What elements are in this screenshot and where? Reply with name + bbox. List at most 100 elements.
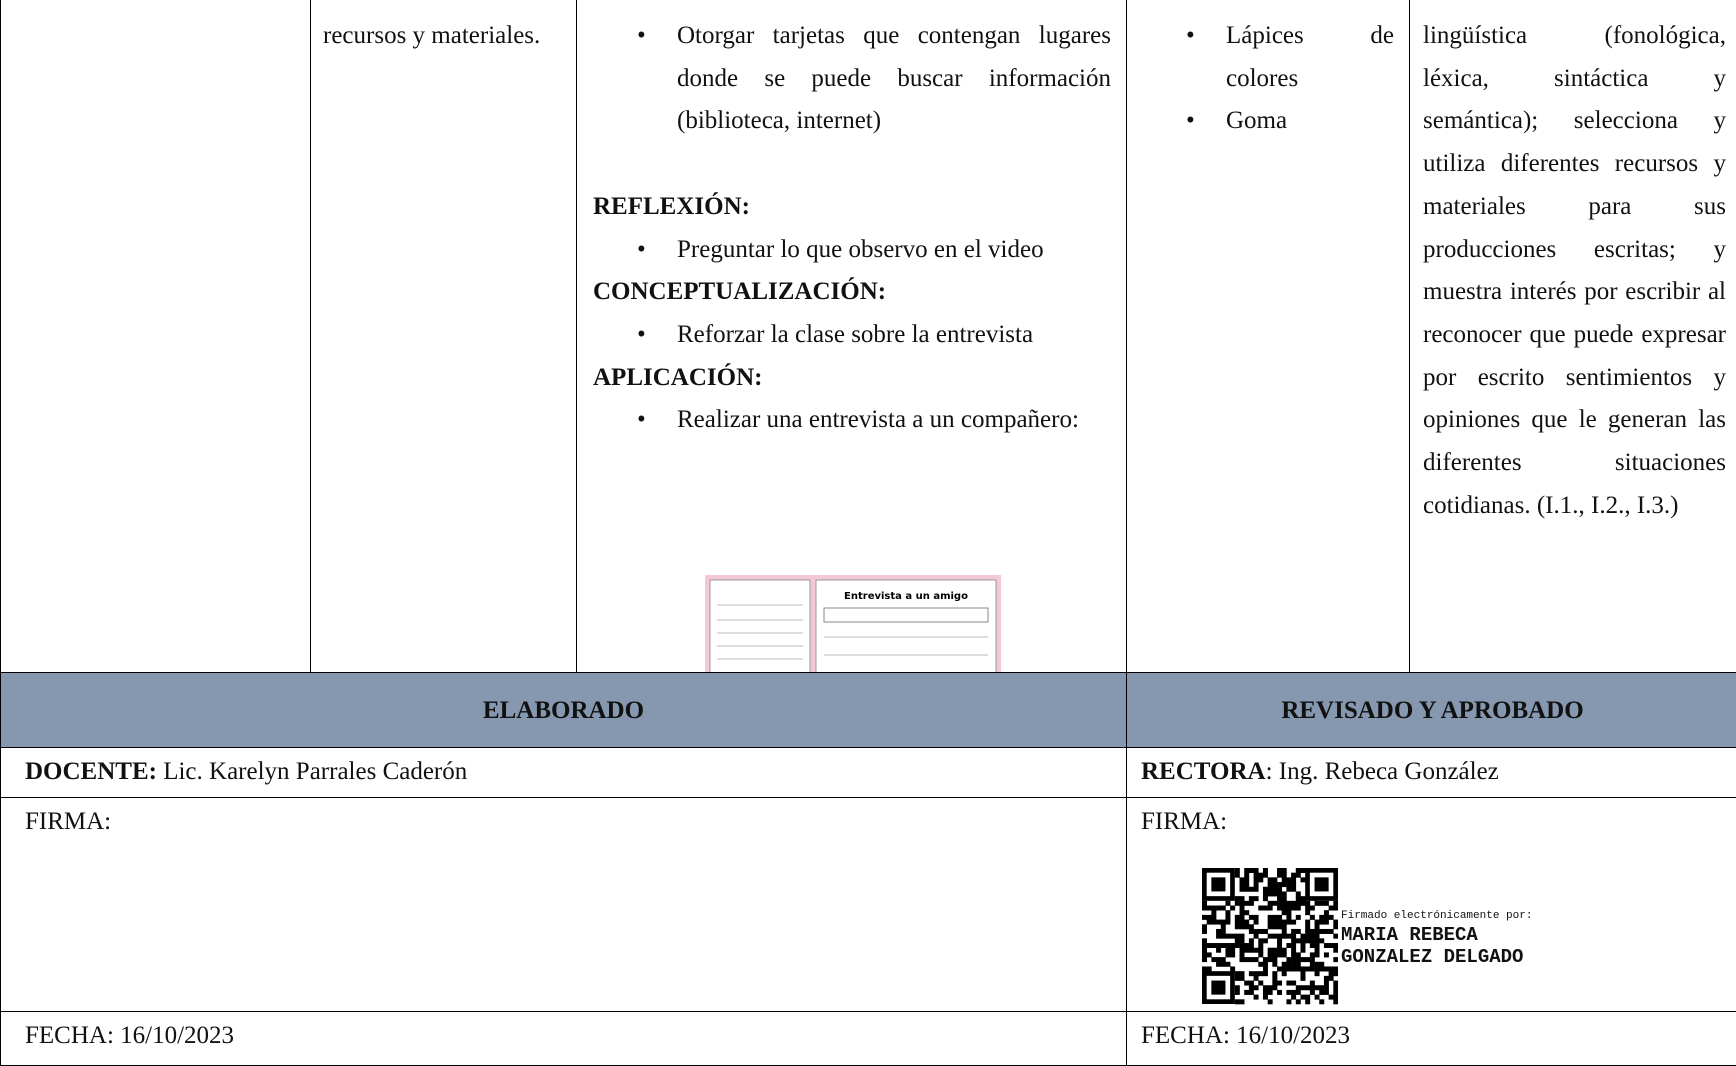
qr-module xyxy=(1323,980,1329,986)
material-item: Goma xyxy=(1186,100,1394,143)
qr-module xyxy=(1295,961,1301,967)
date: FECHA: 16/10/2023 xyxy=(25,1022,235,1049)
qr-module xyxy=(1277,919,1283,925)
signature-label: FIRMA: xyxy=(1141,808,1228,835)
qr-module xyxy=(1300,938,1306,944)
qr-module xyxy=(1248,928,1254,934)
qr-module xyxy=(1309,952,1315,958)
qr-module xyxy=(1206,919,1212,925)
qr-module xyxy=(1258,952,1264,958)
qr-module xyxy=(1216,905,1222,911)
qr-code xyxy=(1202,868,1338,1005)
qr-module xyxy=(1272,914,1278,920)
qr-module xyxy=(1319,989,1325,995)
qr-module xyxy=(1277,966,1283,972)
qr-module xyxy=(1202,924,1207,930)
qr-module xyxy=(1300,957,1306,963)
qr-module xyxy=(1333,966,1338,972)
evaluation-text: lingüística (fonológica, léxica, sintáct… xyxy=(1423,22,1726,519)
qr-module xyxy=(1281,933,1287,939)
qr-module xyxy=(1286,999,1292,1005)
qr-module xyxy=(1239,919,1245,925)
qr-module xyxy=(1295,891,1301,897)
spacer xyxy=(593,143,1111,186)
qr-module xyxy=(1291,952,1297,958)
qr-module xyxy=(1234,933,1240,939)
qr-module xyxy=(1272,919,1278,925)
qr-module xyxy=(1286,919,1292,925)
qr-module xyxy=(1230,952,1236,958)
qr-module xyxy=(1277,868,1283,873)
qr-module xyxy=(1206,943,1212,949)
qr-module xyxy=(1309,914,1315,920)
qr-module xyxy=(1267,905,1273,911)
qr-module xyxy=(1267,900,1273,906)
qr-module xyxy=(1244,910,1250,916)
qr-module xyxy=(1286,957,1292,963)
qr-module xyxy=(1319,938,1325,944)
qr-module xyxy=(1305,957,1311,963)
qr-module xyxy=(1244,980,1250,986)
qr-module xyxy=(1333,947,1338,953)
qr-module xyxy=(1267,952,1273,958)
qr-module xyxy=(1281,966,1287,972)
role-label: DOCENTE: xyxy=(25,758,157,785)
qr-module xyxy=(1300,896,1306,902)
qr-module xyxy=(1314,943,1320,949)
qr-module xyxy=(1333,989,1338,995)
qr-module xyxy=(1305,910,1311,916)
qr-module xyxy=(1281,872,1287,878)
qr-module xyxy=(1220,924,1226,930)
thumb-page-left xyxy=(709,579,811,672)
qr-module xyxy=(1328,928,1334,934)
qr-module xyxy=(1234,896,1240,902)
qr-module xyxy=(1225,943,1231,949)
qr-module xyxy=(1211,943,1217,949)
qr-module xyxy=(1267,919,1273,925)
methodology-text: recursos y materiales. xyxy=(323,22,541,49)
qr-module xyxy=(1314,961,1320,967)
qr-module xyxy=(1206,952,1212,958)
qr-module xyxy=(1295,928,1301,934)
qr-module xyxy=(1281,900,1287,906)
qr-module xyxy=(1202,900,1207,906)
qr-module xyxy=(1220,961,1226,967)
fecha-cell: FECHA: 16/10/2023 xyxy=(0,1011,1127,1066)
qr-module xyxy=(1305,924,1311,930)
qr-module xyxy=(1277,947,1283,953)
qr-module xyxy=(1291,928,1297,934)
qr-module xyxy=(1267,989,1273,995)
qr-module xyxy=(1258,980,1264,986)
qr-module xyxy=(1277,980,1283,986)
qr-module xyxy=(1244,872,1250,878)
qr-module xyxy=(1309,928,1315,934)
qr-module xyxy=(1234,872,1240,878)
thumb-title: Entrevista a un amigo xyxy=(844,591,968,602)
qr-module xyxy=(1286,886,1292,892)
qr-module xyxy=(1281,971,1287,977)
qr-module xyxy=(1323,914,1329,920)
qr-module xyxy=(1323,989,1329,995)
qr-module xyxy=(1300,943,1306,949)
qr-module xyxy=(1216,933,1222,939)
date: FECHA: 16/10/2023 xyxy=(1141,1022,1351,1049)
qr-module xyxy=(1281,896,1287,902)
section-heading: APLICACIÓN: xyxy=(593,363,763,391)
qr-module xyxy=(1300,947,1306,953)
qr-module xyxy=(1314,919,1320,925)
qr-module xyxy=(1258,947,1264,953)
qr-module xyxy=(1333,905,1338,911)
qr-module xyxy=(1267,924,1273,930)
qr-module xyxy=(1277,882,1283,888)
qr-module xyxy=(1211,957,1217,963)
qr-module xyxy=(1239,905,1245,911)
qr-module xyxy=(1305,919,1311,925)
qr-module xyxy=(1253,928,1259,934)
qr-module xyxy=(1244,943,1250,949)
qr-finder xyxy=(1211,877,1226,892)
qr-module xyxy=(1267,985,1273,991)
qr-module xyxy=(1300,933,1306,939)
qr-module xyxy=(1291,877,1297,883)
qr-module xyxy=(1286,914,1292,920)
